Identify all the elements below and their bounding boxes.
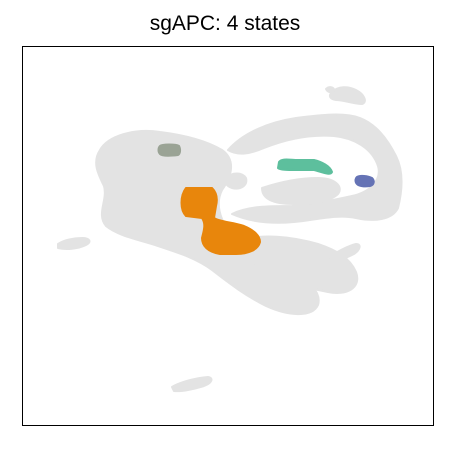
- state-1-cells: [180, 187, 261, 255]
- background-cell-cluster: [227, 113, 403, 224]
- background-cell-cluster: [57, 237, 91, 250]
- state-3-cells: [157, 143, 182, 157]
- background-cell-cluster: [261, 177, 341, 205]
- background-cell-cluster: [325, 86, 335, 94]
- background-cell-cluster: [239, 235, 359, 294]
- background-cell-cluster: [327, 243, 361, 263]
- background-cell-cluster: [171, 376, 213, 393]
- state-4-cells: [354, 174, 375, 188]
- background-cell-cluster: [224, 172, 248, 190]
- highlighted-states-layer: [157, 143, 375, 255]
- background-cell-cluster: [328, 86, 366, 105]
- state-2-cells: [277, 158, 333, 175]
- chart-title: sgAPC: 4 states: [149, 12, 301, 35]
